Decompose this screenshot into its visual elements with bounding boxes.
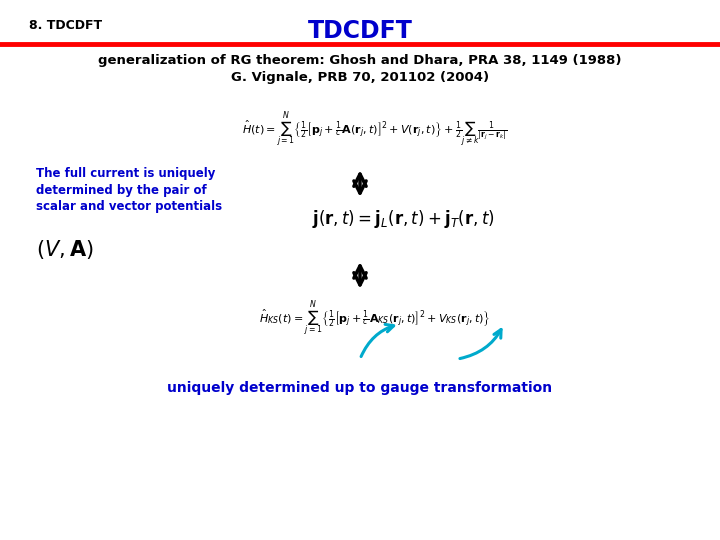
Text: $(V,\mathbf{A})$: $(V,\mathbf{A})$ xyxy=(36,238,94,261)
Text: determined by the pair of: determined by the pair of xyxy=(36,184,207,197)
Text: G. Vignale, PRB 70, 201102 (2004): G. Vignale, PRB 70, 201102 (2004) xyxy=(231,71,489,84)
Text: $\hat{H}_{KS}(t)=\sum_{j=1}^{N}\left\{\frac{1}{2}\left[\mathbf{p}_j+\frac{1}{c}\: $\hat{H}_{KS}(t)=\sum_{j=1}^{N}\left\{\f… xyxy=(258,300,490,340)
Text: uniquely determined up to gauge transformation: uniquely determined up to gauge transfor… xyxy=(168,381,552,395)
Text: $\mathbf{j}(\mathbf{r},t)=\mathbf{j}_L(\mathbf{r},t)+\mathbf{j}_T(\mathbf{r},t)$: $\mathbf{j}(\mathbf{r},t)=\mathbf{j}_L(\… xyxy=(312,208,495,230)
Text: $\hat{H}(t)=\sum_{j=1}^{N}\left\{\frac{1}{2}\left[\mathbf{p}_j+\frac{1}{c}\mathb: $\hat{H}(t)=\sum_{j=1}^{N}\left\{\frac{1… xyxy=(242,111,507,151)
Text: scalar and vector potentials: scalar and vector potentials xyxy=(36,200,222,213)
Text: The full current is uniquely: The full current is uniquely xyxy=(36,167,215,180)
Text: 8. TDCDFT: 8. TDCDFT xyxy=(29,19,102,32)
Text: generalization of RG theorem: Ghosh and Dhara, PRA 38, 1149 (1988): generalization of RG theorem: Ghosh and … xyxy=(98,54,622,67)
Text: TDCDFT: TDCDFT xyxy=(307,19,413,43)
